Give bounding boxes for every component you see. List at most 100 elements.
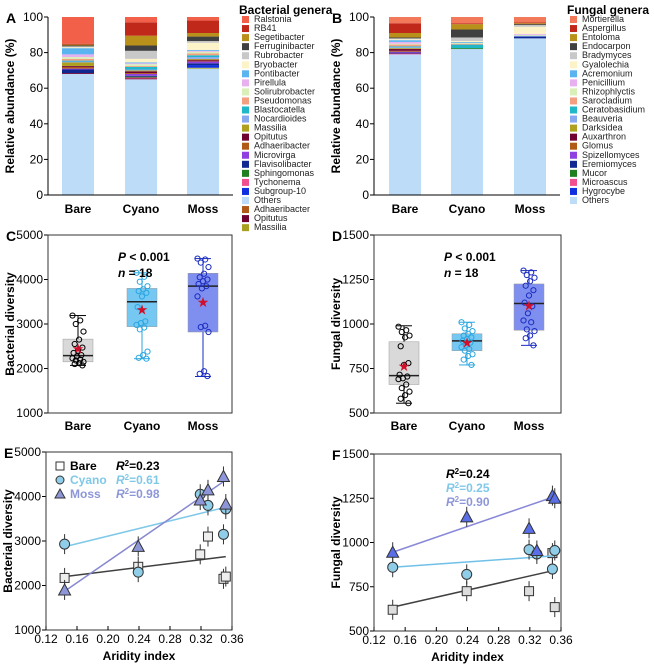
r-value: =0.61 (129, 473, 160, 487)
data-point (135, 287, 142, 295)
legend-item: Hygrocybe (582, 186, 625, 196)
data-point (79, 344, 86, 351)
bar-segment (187, 49, 219, 51)
fit-line (64, 555, 226, 578)
bar-segment (62, 57, 94, 59)
bar-segment (389, 48, 421, 50)
panel-label: E (4, 445, 13, 461)
y-tick-label: 3000 (14, 534, 41, 548)
bar-segment (187, 57, 219, 59)
data-point (144, 283, 151, 290)
legend-item: Spizellomyces (582, 150, 640, 160)
y-tick-label: 500 (349, 624, 369, 638)
data-point (71, 360, 78, 368)
bar-segment (389, 37, 421, 39)
r-squared: R2=0.98 (116, 487, 160, 502)
data-point (466, 321, 473, 328)
data-point (525, 292, 533, 299)
y-tick-label: 3000 (16, 317, 43, 331)
bar-segment (514, 33, 546, 35)
data-point (530, 287, 537, 294)
x-tick-label: Bare (65, 419, 92, 433)
legend-item: Blastocatella (254, 105, 305, 115)
y-tick-label: 20 (30, 152, 44, 166)
fit-line (392, 495, 556, 553)
x-tick-label: 0.24 (456, 633, 480, 647)
x-tick-label: Moss (514, 419, 545, 433)
data-point (521, 299, 528, 306)
legend-swatch (242, 52, 249, 60)
legend-item: Acremonium (582, 68, 633, 78)
legend-item: Opitutus (254, 213, 288, 223)
y-axis-label: Bacterial diversity (3, 272, 17, 376)
n-value: n = 18 (118, 266, 153, 280)
bar-segment (389, 40, 421, 42)
legend-swatch (570, 16, 577, 23)
axis-frame (47, 17, 233, 196)
data-point (400, 361, 408, 369)
bar-segment (62, 54, 94, 58)
data-point (529, 303, 536, 310)
y-tick-label: 60 (356, 81, 370, 95)
bar-segment (125, 70, 157, 72)
y-axis-label: Fungal diversity (329, 496, 343, 588)
bar-segment (125, 77, 157, 79)
legend-marker (55, 475, 65, 485)
bar-segment (187, 36, 219, 42)
legend-swatch (570, 187, 577, 195)
r-squared: R2=0.90 (446, 495, 490, 510)
p-text: < 0.001 (452, 250, 496, 264)
data-point (396, 371, 403, 378)
bar-segment (62, 69, 94, 74)
x-tick-label: 0.24 (127, 632, 151, 646)
bar-segment (389, 50, 421, 52)
data-point (530, 342, 537, 349)
data-point (406, 388, 413, 395)
x-tick-label: 0.20 (96, 632, 120, 646)
bar-segment (187, 33, 219, 37)
y-tick-label: 750 (349, 580, 369, 594)
legend-item: Bryobacter (254, 59, 298, 69)
data-point (520, 317, 527, 324)
x-tick-label: Bare (65, 202, 92, 216)
legend-item: Microvirga (254, 150, 296, 160)
data-point (199, 278, 207, 285)
bar-segment (389, 39, 421, 41)
legend-swatch (570, 151, 577, 159)
r-squared: R2=0.23 (116, 459, 160, 474)
bar-segment (125, 50, 157, 59)
y-tick-label: 60 (30, 81, 44, 95)
x-tick-label: Cyano (124, 419, 161, 433)
r-squared: R2=0.25 (446, 481, 490, 496)
legend-item: Gyalolechia (582, 59, 629, 69)
bar-segment (451, 17, 483, 24)
data-point (196, 274, 203, 281)
legend-swatch (570, 142, 577, 150)
fit-line (392, 555, 555, 569)
data-point-circle (546, 563, 558, 575)
data-point (398, 384, 405, 392)
data-point (143, 355, 150, 362)
y-axis-label: Fungal diversity (329, 278, 343, 370)
x-tick-label: 0.32 (189, 632, 213, 646)
bar-segment (187, 55, 219, 58)
data-point-square (220, 571, 231, 582)
data-point-triangle (218, 497, 233, 510)
bar-segment (451, 42, 483, 44)
bar-segment (514, 38, 546, 195)
bar-segment (125, 79, 157, 195)
bar-segment (514, 22, 546, 24)
legend-item: Beauveria (582, 114, 623, 124)
legend-item: Ralstonia (254, 14, 292, 24)
legend-item: Microascus (582, 177, 628, 187)
legend-item: Aspergillus (582, 23, 627, 33)
legend-swatch (242, 133, 249, 141)
mean-star: ★ (136, 301, 149, 317)
panel-E: 1000 2000 3000 4000 5000 Bacterial diversity E… (1, 445, 244, 663)
data-point (459, 337, 466, 345)
data-point (531, 328, 538, 335)
bar-segment (514, 35, 546, 37)
bar-segment (62, 68, 94, 70)
data-point-circle (132, 566, 144, 578)
